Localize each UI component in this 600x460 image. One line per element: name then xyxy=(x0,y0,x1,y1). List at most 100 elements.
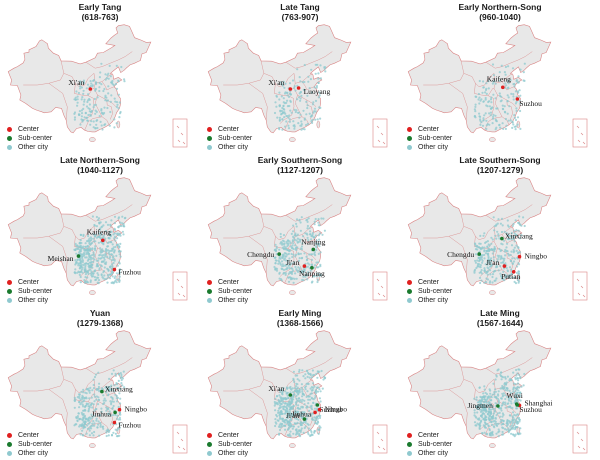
other-city-dot xyxy=(282,397,285,401)
other-city-dot xyxy=(99,425,102,428)
province-border xyxy=(448,236,468,274)
other-city-dot xyxy=(108,410,111,413)
other-city-dot xyxy=(308,227,311,230)
south-china-sea-inset xyxy=(572,271,588,301)
other-city-dot xyxy=(279,81,282,84)
other-city-dot xyxy=(295,411,298,414)
sub-center-city-dot xyxy=(288,393,293,397)
other-city-dot xyxy=(485,271,488,275)
other-city-dot xyxy=(505,246,508,249)
other-city-dot xyxy=(301,271,304,274)
other-city-dot xyxy=(302,375,305,378)
other-city-dot xyxy=(503,71,506,74)
other-city-dot xyxy=(482,100,485,103)
other-city-dot xyxy=(316,63,319,66)
other-city-dot xyxy=(88,266,91,269)
other-city-dot xyxy=(517,272,520,275)
other-city-dot xyxy=(90,396,93,399)
other-city-dot xyxy=(74,423,77,426)
other-city-dot xyxy=(76,247,79,251)
other-city-dot xyxy=(475,416,478,419)
other-city-dot xyxy=(478,386,481,389)
other-city-dot xyxy=(302,109,305,112)
other-city-dot xyxy=(489,114,492,117)
other-city-dot xyxy=(79,281,82,284)
other-city-dot xyxy=(292,242,295,245)
other-city-dot xyxy=(313,407,317,410)
other-city-dot xyxy=(78,110,81,113)
legend-item: Other city xyxy=(407,296,452,305)
other-city-dot xyxy=(293,108,296,111)
other-city-dot xyxy=(80,390,83,393)
other-city-dot xyxy=(284,421,287,424)
other-city-dot xyxy=(484,112,487,115)
legend-swatch xyxy=(7,451,12,456)
other-city-dot xyxy=(517,398,520,401)
other-city-dot xyxy=(519,427,522,430)
other-city-dot xyxy=(517,270,520,273)
other-city-dot xyxy=(110,94,113,97)
other-city-dot xyxy=(479,405,482,408)
other-city-dot xyxy=(489,413,492,416)
other-city-dot xyxy=(474,95,477,98)
other-city-dot xyxy=(486,263,489,266)
other-city-dot xyxy=(97,399,101,402)
other-city-dot xyxy=(111,271,114,274)
other-city-dot xyxy=(519,394,522,397)
other-city-dot xyxy=(300,411,303,414)
other-city-dot xyxy=(81,96,84,99)
map-legend: Center Sub-center Other city xyxy=(7,431,52,458)
other-city-dot xyxy=(490,242,493,245)
other-city-dot xyxy=(479,123,482,126)
other-city-dot xyxy=(295,222,298,225)
other-city-dot xyxy=(503,386,506,390)
other-city-dot xyxy=(276,419,279,422)
city-label: Suzhou xyxy=(519,405,542,414)
other-city-dot xyxy=(289,391,292,394)
other-city-dot xyxy=(522,71,525,74)
other-city-dot xyxy=(515,234,518,237)
other-city-dot xyxy=(500,261,503,264)
other-city-dot xyxy=(120,65,123,69)
other-city-dot xyxy=(301,388,304,391)
other-city-dot xyxy=(306,274,309,277)
other-city-dot xyxy=(306,431,309,434)
other-city-dot xyxy=(282,101,285,104)
other-city-dot xyxy=(317,234,320,237)
inset-dash xyxy=(380,132,384,136)
other-city-dot xyxy=(517,368,520,371)
other-city-dot xyxy=(520,234,523,237)
other-city-dot xyxy=(506,389,509,392)
other-city-dot xyxy=(87,262,90,265)
other-city-dot xyxy=(298,370,301,373)
other-city-dot xyxy=(91,263,94,266)
other-city-dot xyxy=(297,259,300,262)
other-city-dot xyxy=(500,375,503,378)
other-city-dot xyxy=(287,272,290,275)
other-city-dot xyxy=(295,397,298,400)
other-city-dot xyxy=(514,376,517,379)
other-city-dot xyxy=(273,111,277,115)
other-city-dot xyxy=(310,238,313,241)
other-city-dot xyxy=(92,106,95,109)
province-border xyxy=(263,73,295,87)
other-city-dot xyxy=(514,118,518,122)
legend-swatch xyxy=(7,136,12,141)
other-city-dot xyxy=(76,104,79,107)
other-city-dot xyxy=(498,92,501,95)
other-city-dot xyxy=(315,86,318,89)
other-city-dot xyxy=(517,91,520,94)
other-city-dot xyxy=(92,414,95,417)
other-city-dot xyxy=(496,254,499,257)
other-city-dot xyxy=(281,118,284,121)
other-city-dot xyxy=(290,262,293,265)
other-city-dot xyxy=(297,122,300,125)
other-city-dot xyxy=(483,114,486,117)
other-city-dot xyxy=(81,257,84,260)
other-city-dot xyxy=(310,258,313,261)
other-city-dot xyxy=(102,234,106,237)
other-city-dot xyxy=(510,379,513,382)
legend-swatch xyxy=(7,289,12,294)
other-city-dot xyxy=(300,94,303,97)
other-city-dot xyxy=(297,252,300,255)
